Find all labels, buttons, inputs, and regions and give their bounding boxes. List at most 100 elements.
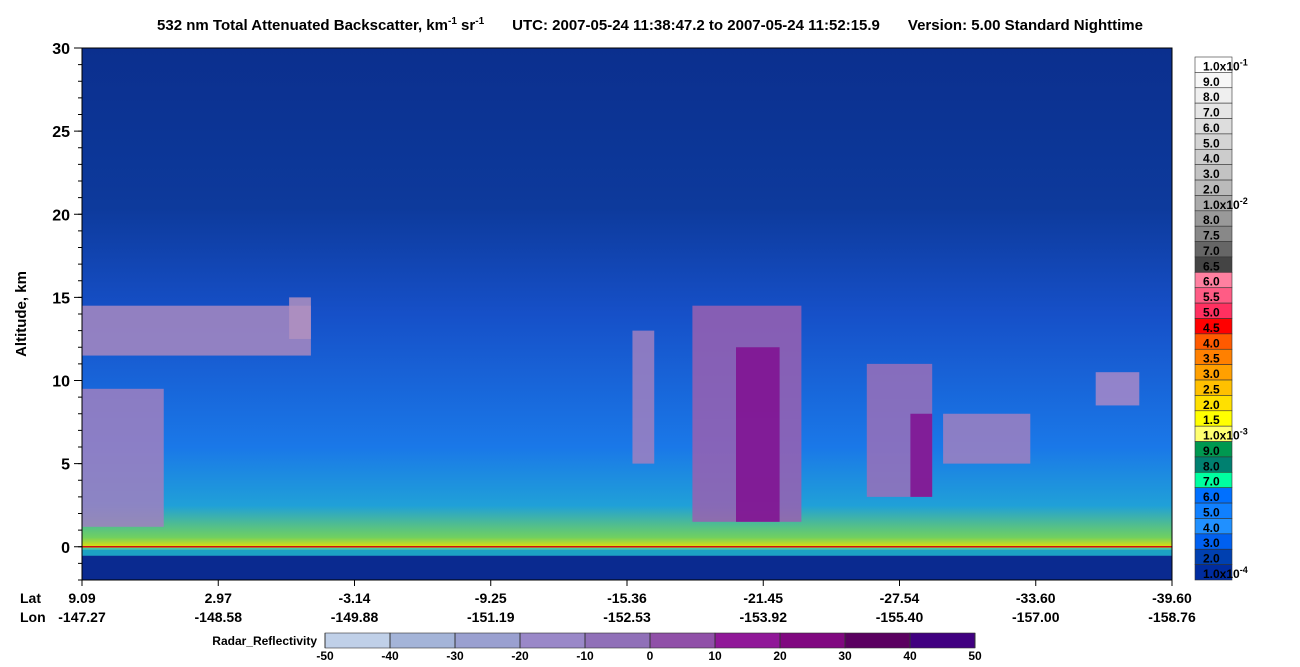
lon-tick-label: -149.88	[331, 609, 379, 625]
y-tick-label: 15	[52, 290, 70, 307]
colorbar-label: 2.0	[1203, 398, 1220, 412]
colorbar-label-sup: -2	[1240, 196, 1248, 206]
lat-tick-label: -15.36	[607, 590, 647, 606]
lat-tick-label: -33.60	[1016, 590, 1056, 606]
colorbar-label: 8.0	[1203, 90, 1220, 104]
colorbar-label: 3.5	[1203, 352, 1220, 366]
colorbar-label: 7.0	[1203, 475, 1220, 489]
colorbar-label-sup: -1	[1240, 57, 1248, 67]
colorbar-label: 1.0x10-1	[1203, 57, 1248, 73]
colorbar-label: 1.5	[1203, 413, 1220, 427]
lon-tick-label: -151.19	[467, 609, 515, 625]
colorbar-label: 1.0x10-2	[1203, 196, 1248, 212]
colorbar-label: 9.0	[1203, 444, 1220, 458]
colorbar-label: 4.0	[1203, 521, 1220, 535]
lon-tick-label: -152.53	[603, 609, 651, 625]
y-tick-label: 20	[52, 207, 70, 224]
colorbar-label: 6.0	[1203, 275, 1220, 289]
colorbar-label-text: 1.0x10	[1203, 59, 1240, 73]
y-tick-label: 5	[61, 457, 70, 474]
radar-label: Radar_Reflectivity	[212, 634, 317, 648]
radar-tick-label: -10	[576, 649, 594, 663]
radar-tick-label: 20	[773, 649, 787, 663]
y-tick-label: 25	[52, 124, 70, 141]
lon-label: Lon	[20, 609, 46, 625]
colorbar-label: 3.0	[1203, 536, 1220, 550]
cloud	[289, 297, 311, 339]
radar-tick-label: 40	[903, 649, 917, 663]
cloud	[82, 305, 311, 356]
colorbar-label-sup: -4	[1240, 565, 1248, 575]
lon-tick-label: -158.76	[1148, 609, 1196, 625]
colorbar-label: 2.0	[1203, 552, 1220, 566]
colorbar-label: 2.5	[1203, 382, 1220, 396]
colorbar-label-text: 1.0x10	[1203, 198, 1240, 212]
lat-tick-label: 2.97	[205, 590, 232, 606]
radar-box	[389, 632, 456, 649]
lat-tick-label: 9.09	[68, 590, 95, 606]
radar-box	[844, 632, 911, 649]
lat-tick-label: -21.45	[743, 590, 783, 606]
lat-label: Lat	[20, 590, 41, 606]
colorbar-label: 5.0	[1203, 306, 1220, 320]
y-axis-label: Altitude, km	[13, 271, 30, 357]
lat-tick-label: -27.54	[880, 590, 920, 606]
lon-tick-label: -147.27	[58, 609, 106, 625]
cloud	[943, 413, 1031, 464]
colorbar-label: 6.0	[1203, 121, 1220, 135]
y-tick-label: 30	[52, 41, 70, 58]
title-sup: -1	[475, 16, 484, 27]
radar-box	[779, 632, 846, 649]
time-range: UTC: 2007-05-24 11:38:47.2 to 2007-05-24…	[512, 17, 880, 34]
radar-box	[519, 632, 586, 649]
radar-tick-label: -20	[511, 649, 529, 663]
colorbar-label: 7.5	[1203, 229, 1220, 243]
colorbar-label: 4.0	[1203, 152, 1220, 166]
colorbar-label: 1.0x10-3	[1203, 427, 1248, 443]
surface-signal	[82, 547, 1172, 556]
radar-box	[324, 632, 391, 649]
cloud	[910, 413, 933, 497]
title-part: sr	[457, 17, 476, 34]
lon-tick-label: -148.58	[195, 609, 243, 625]
colorbar-label: 5.5	[1203, 290, 1220, 304]
colorbar-label: 4.5	[1203, 321, 1220, 335]
colorbar-label-text: 1.0x10	[1203, 429, 1240, 443]
cloud	[1095, 372, 1140, 406]
colorbar-label: 8.0	[1203, 459, 1220, 473]
cloud	[632, 330, 655, 464]
lat-tick-label: -39.60	[1152, 590, 1192, 606]
colorbar-label: 7.0	[1203, 244, 1220, 258]
version: Version: 5.00 Standard Nighttime	[908, 17, 1143, 34]
radar-tick-label: -30	[446, 649, 464, 663]
radar-tick-label: 30	[838, 649, 852, 663]
colorbar-label: 5.0	[1203, 136, 1220, 150]
chart-title: 532 nm Total Attenuated Backscatter, km -…	[157, 16, 1143, 34]
radar-box	[584, 632, 651, 649]
radar-tick-label: -40	[381, 649, 399, 663]
y-tick-label: 10	[52, 374, 70, 391]
radar-box	[714, 632, 781, 649]
colorbar-label-text: 1.0x10	[1203, 567, 1240, 581]
colorbar-label-sup: -3	[1240, 427, 1248, 437]
colorbar-label: 3.0	[1203, 167, 1220, 181]
colorbar-label: 6.0	[1203, 490, 1220, 504]
y-tick-label: 0	[61, 540, 70, 557]
radar-tick-label: 50	[968, 649, 982, 663]
colorbar-label: 5.0	[1203, 505, 1220, 519]
cloud	[82, 388, 164, 527]
radar-box	[454, 632, 521, 649]
cloud	[736, 347, 780, 522]
colorbar-label: 6.5	[1203, 259, 1220, 273]
radar-box	[909, 632, 976, 649]
radar-tick-label: 10	[708, 649, 722, 663]
lon-tick-label: -153.92	[740, 609, 788, 625]
colorbar-label: 7.0	[1203, 106, 1220, 120]
lon-tick-label: -155.40	[876, 609, 924, 625]
title-part: 532 nm Total Attenuated Backscatter, km	[157, 17, 448, 34]
colorbar-label: 8.0	[1203, 213, 1220, 227]
radar-tick-label: 0	[647, 649, 654, 663]
colorbar-label: 2.0	[1203, 182, 1220, 196]
lat-tick-label: -9.25	[475, 590, 507, 606]
